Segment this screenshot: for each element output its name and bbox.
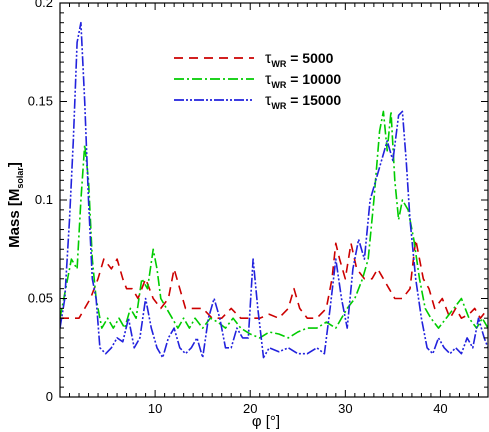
legend-symbol: τ xyxy=(265,50,272,67)
legend-symbol: τ xyxy=(265,92,272,109)
y-axis-title-main: Mass [M xyxy=(6,189,23,248)
legend-value: = 10000 xyxy=(286,71,341,87)
y-tick-label: 0.15 xyxy=(28,94,53,109)
series-layer xyxy=(60,21,488,359)
legend-symbol: τ xyxy=(265,71,272,88)
x-axis-title: φ [°] xyxy=(252,413,280,430)
x-tick-label: 10 xyxy=(148,401,162,416)
y-axis-title-sub: solar xyxy=(15,167,25,189)
legend-label-3: τWR = 15000 xyxy=(265,92,341,111)
x-tick-label: 20 xyxy=(243,401,257,416)
legend-label-2: τWR = 10000 xyxy=(265,71,341,90)
series-line-1 xyxy=(60,238,488,320)
x-tick-label: 30 xyxy=(338,401,352,416)
x-axis-ticks: 10 20 30 40 xyxy=(69,3,479,416)
legend-value: = 5000 xyxy=(286,50,333,66)
y-axis-ticks: 0 0.05 0.1 0.15 0.2 xyxy=(28,0,488,404)
series-line-2 xyxy=(60,110,488,339)
legend-subscript: WR xyxy=(271,59,286,69)
series-line-3 xyxy=(60,21,488,359)
y-tick-label: 0.05 xyxy=(28,291,53,306)
y-axis-title-end: ] xyxy=(6,162,23,167)
legend-subscript: WR xyxy=(271,80,286,90)
y-axis-title: Mass [Msolar] xyxy=(6,162,25,248)
y-tick-label: 0.1 xyxy=(35,192,53,207)
y-tick-label: 0 xyxy=(46,389,53,404)
x-tick-label: 40 xyxy=(433,401,447,416)
y-tick-label: 0.2 xyxy=(35,0,53,10)
legend-value: = 15000 xyxy=(286,92,341,108)
legend-label-1: τWR = 5000 xyxy=(265,50,334,69)
legend-subscript: WR xyxy=(271,101,286,111)
